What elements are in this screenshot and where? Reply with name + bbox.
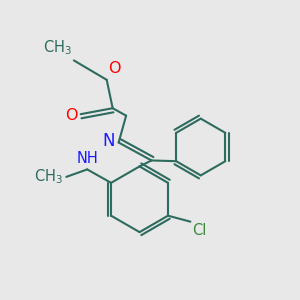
Text: N: N xyxy=(103,132,115,150)
Text: Cl: Cl xyxy=(192,223,206,238)
Text: NH: NH xyxy=(76,152,98,166)
Text: O: O xyxy=(64,108,77,123)
Text: CH$_3$: CH$_3$ xyxy=(34,167,63,186)
Text: CH$_3$: CH$_3$ xyxy=(44,39,72,57)
Text: O: O xyxy=(108,61,121,76)
